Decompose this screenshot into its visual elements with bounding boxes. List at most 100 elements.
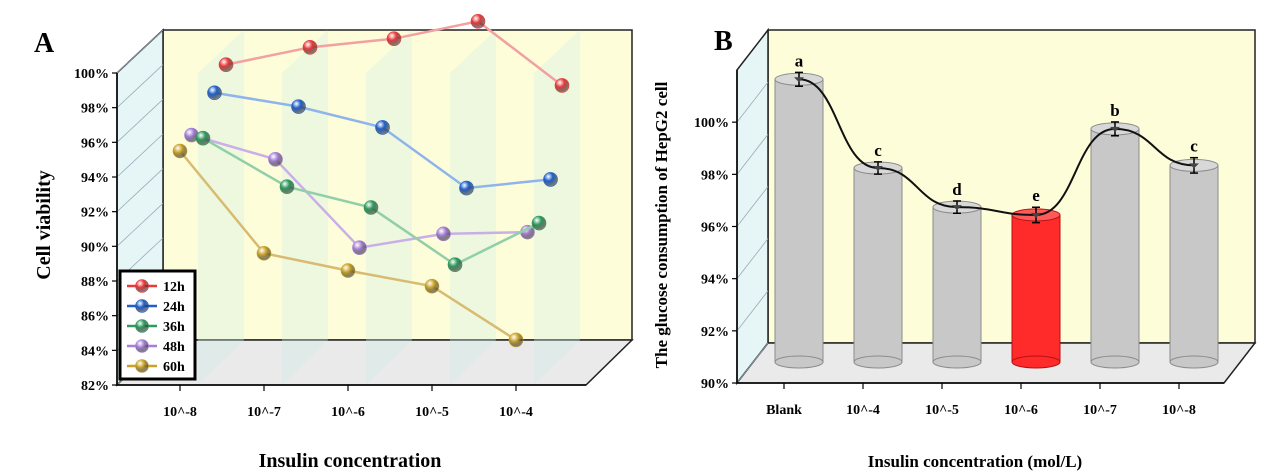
significance-letter: e [1032, 186, 1040, 205]
data-point-36h [531, 215, 547, 231]
bar-base [1090, 355, 1140, 369]
y-grid-line [736, 81, 769, 123]
bar-body [932, 206, 982, 363]
legend-marker [135, 339, 149, 353]
y-grid-line [736, 186, 769, 227]
legend-marker [135, 299, 149, 313]
panel-a-depth-slices [198, 30, 580, 385]
y-tick-label: 86% [81, 310, 109, 325]
data-point-12h [386, 31, 402, 46]
y-grid-line [116, 133, 164, 178]
legend-label: 60h [163, 360, 185, 375]
data-point-24h [375, 120, 390, 135]
y-tick-label: 100% [694, 116, 729, 131]
legend-label: 24h [163, 300, 185, 315]
data-point-60h [172, 143, 188, 159]
y-tick-label: 98% [81, 102, 109, 117]
y-grid-line [116, 203, 164, 247]
panel-b-y-axis-title: The glucose consumption of HepG2 cell [652, 81, 671, 368]
y-grid-line [116, 168, 164, 212]
trend-marker [1031, 212, 1041, 218]
panel-a-y-axis-title: Cell viability [33, 170, 55, 279]
y-tick-label: 88% [81, 275, 109, 290]
y-tick-label: 90% [81, 240, 109, 255]
y-grid-line [116, 99, 164, 143]
bar-10^-5: d [932, 180, 982, 369]
trend-line [798, 78, 1195, 216]
legend-label: 12h [163, 280, 185, 295]
bar-10^-4: c [853, 141, 903, 369]
panel-a-x-axis: 10^-8 10^-7 10^-6 10^-5 10^-4 [117, 384, 586, 420]
series-36h [195, 130, 547, 273]
panel-b-y-axis: 90% 92% 94% 96% 98% 100% [694, 70, 769, 392]
y-grid-line [736, 342, 769, 384]
legend-label: 48h [163, 340, 185, 355]
trend-marker [794, 77, 804, 83]
data-point-48h [436, 226, 451, 242]
depth-slice [450, 30, 496, 385]
y-grid-line [736, 238, 769, 279]
trend-marker [1110, 126, 1120, 132]
y-grid-line [116, 64, 164, 108]
y-tick-label: 94% [701, 273, 729, 288]
legend-marker [135, 319, 149, 333]
panel-b-bars: a c d e b c [774, 51, 1219, 369]
y-tick-label: 92% [701, 325, 729, 340]
panel-a-series [172, 14, 570, 348]
bar-10^-6: e [1011, 186, 1061, 369]
data-point-48h [352, 240, 367, 256]
depth-slice [282, 30, 328, 385]
data-point-36h [447, 257, 463, 273]
y-grid-line [736, 134, 769, 175]
data-point-60h [424, 278, 440, 294]
x-tick-label: 10^-4 [499, 405, 533, 420]
x-tick-label: 10^-4 [846, 403, 880, 418]
bar-base [774, 355, 824, 369]
panel-a-legend: 12h 24h 36h 48h 60h [118, 269, 197, 381]
bar-body [1090, 128, 1140, 363]
significance-letter: c [874, 141, 882, 160]
y-tick-label: 100% [74, 67, 109, 82]
data-point-24h [207, 85, 222, 101]
series-12h [218, 14, 570, 93]
panel-a-x-axis-title: Insulin concentration [259, 450, 442, 472]
y-tick-label: 90% [701, 377, 729, 392]
trend-marker [952, 205, 962, 211]
panel-a-label: A [34, 28, 55, 59]
significance-letter: d [952, 180, 962, 199]
x-tick-label: 10^-8 [1162, 403, 1196, 418]
x-tick-label: 10^-5 [415, 405, 449, 420]
data-point-24h [543, 172, 558, 187]
depth-slice [534, 30, 580, 385]
series-48h [184, 127, 535, 256]
bar-base [932, 355, 982, 369]
data-point-36h [363, 200, 379, 215]
series-24h [207, 85, 558, 196]
y-tick-label: 84% [81, 344, 109, 359]
data-point-12h [218, 57, 234, 72]
data-point-60h [340, 263, 356, 278]
x-tick-label: Blank [766, 403, 802, 418]
data-point-48h [268, 152, 283, 167]
data-point-12h [302, 40, 318, 55]
data-point-12h [470, 14, 486, 29]
bar-10^-8: c [1169, 137, 1219, 369]
panel-b-label: B [714, 26, 733, 57]
significance-letter: c [1190, 137, 1198, 156]
data-point-36h [195, 130, 211, 146]
trend-marker [1189, 163, 1199, 169]
panel-a: A 82%84%86%88%90%92%94%96%98%100% 10^-8 1… [33, 14, 634, 472]
depth-slice [198, 30, 244, 385]
data-point-60h [256, 245, 272, 261]
depth-slice [366, 30, 412, 385]
significance-letter: b [1110, 101, 1119, 120]
bar-body [774, 78, 824, 363]
legend-marker [135, 359, 149, 373]
panel-b-x-axis: Blank 10^-4 10^-5 10^-6 10^-7 10^-8 [737, 382, 1224, 418]
data-point-60h [508, 332, 524, 348]
y-tick-label: 82% [81, 379, 109, 394]
y-tick-label: 96% [701, 221, 729, 236]
panel-b-x-axis-title: Insulin concentration (mol/L) [868, 452, 1082, 471]
x-tick-label: 10^-6 [331, 405, 365, 420]
